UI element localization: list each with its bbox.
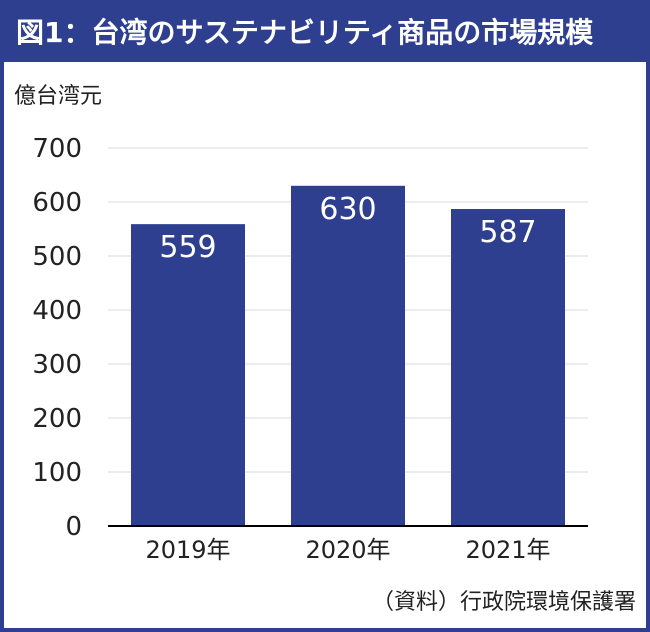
bar-2019年	[131, 224, 245, 526]
x-tick-label: 2019年	[145, 536, 230, 564]
y-tick-label: 300	[32, 350, 82, 380]
x-tick-label: 2020年	[305, 536, 390, 564]
x-tick-label: 2021年	[465, 536, 550, 564]
y-tick-label: 400	[32, 296, 82, 326]
y-tick-label: 600	[32, 188, 82, 218]
y-axis-unit-label: 億台湾元	[14, 84, 103, 109]
bar-value-label: 587	[479, 215, 536, 250]
y-tick-label: 500	[32, 242, 82, 272]
y-tick-label: 200	[32, 404, 82, 434]
bar-2020年	[291, 185, 405, 527]
y-tick-label: 0	[65, 512, 82, 542]
y-tick-label: 100	[32, 458, 82, 488]
bar-value-label: 559	[159, 230, 216, 265]
y-tick-label: 700	[32, 134, 82, 164]
source-note: （資料）行政院環境保護署	[371, 590, 636, 615]
chart-title: 図1：台湾のサステナビリティ商品の市場規模	[4, 4, 646, 62]
bar-2021年	[451, 209, 565, 526]
bar-value-label: 630	[319, 192, 376, 227]
